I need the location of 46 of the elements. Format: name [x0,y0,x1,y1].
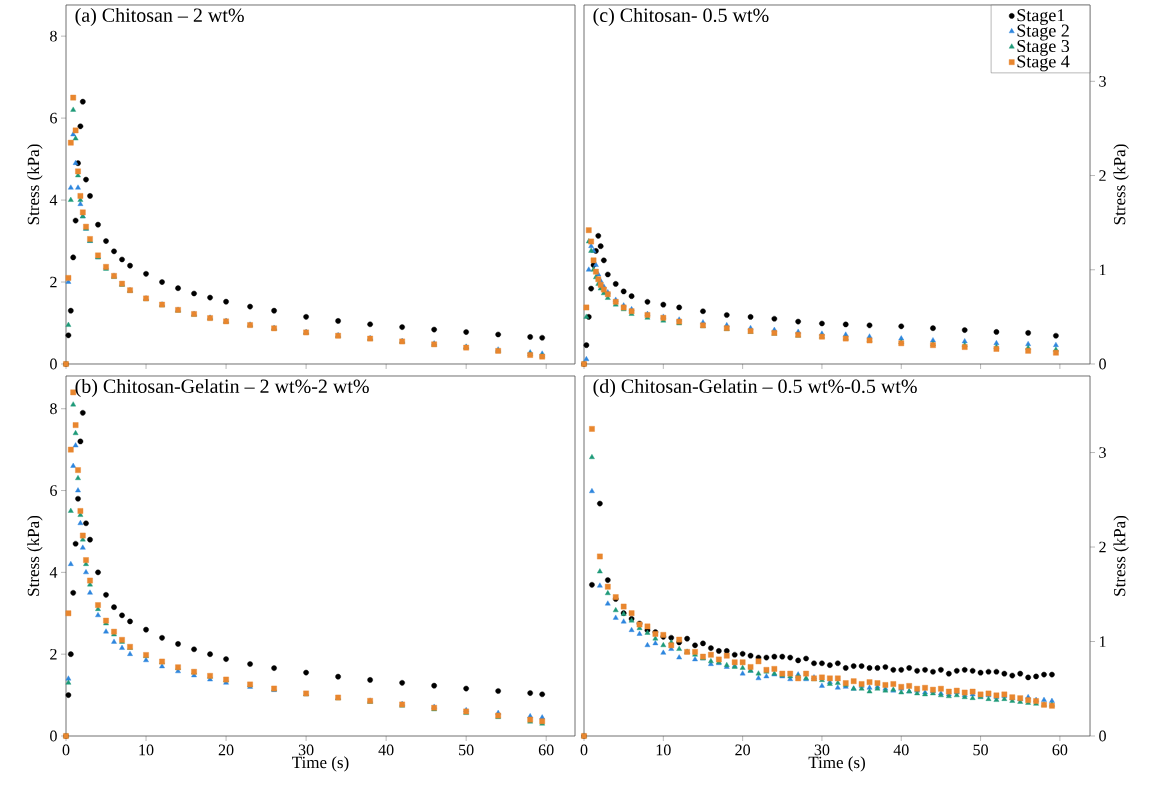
x-tick-label: 40 [378,744,394,756]
chart-title: (b) Chitosan-Gelatin – 2 wt%-2 wt% [75,378,369,398]
y-tick-label: 4 [49,567,58,578]
x-tick-label: 60 [1052,744,1068,756]
x-tick-label: 10 [656,744,671,756]
legend-label: Stage 3 [1017,40,1070,56]
y2-tick-label: 2 [1099,541,1106,553]
x-tick-label: 40 [893,744,909,756]
legend-label: Stage 2 [1017,24,1069,41]
x-tick-label: 30 [814,744,830,756]
y2-tick-label: 0 [1099,358,1106,370]
y-tick-label: 6 [50,485,57,496]
y-axis-title: Stress (kPa) [27,515,43,596]
y2-tick-label: 2 [1099,170,1106,181]
x-tick-label: 30 [298,744,314,756]
x-tick-label: 20 [218,744,234,756]
y2-tick-label: 0 [1099,730,1106,742]
y-tick-label: 8 [50,403,57,415]
y-tick-label: 0 [50,358,57,370]
x-tick-label: 0 [62,744,70,756]
y-tick-label: 2 [50,648,57,660]
y-tick-label: 2 [50,276,57,288]
chart-title: (d) Chitosan-Gelatin – 0.5 wt%-0.5 wt% [593,378,917,398]
y2-tick-label: 3 [1099,75,1106,87]
x-tick-label: 60 [538,744,554,756]
y-tick-label: 0 [50,730,57,742]
x-tick-label: 50 [459,744,474,756]
y-tick-label: 4 [49,194,58,206]
y2-axis-title: Stress (kPa) [1113,515,1129,596]
y2-tick-label: 3 [1099,447,1106,458]
x-axis-title: Time (s) [292,756,349,772]
y2-tick-label: 1 [1099,636,1106,647]
y-tick-label: 8 [50,30,57,42]
y2-tick-label: 1 [1099,264,1106,276]
x-axis-title: Time (s) [808,756,865,772]
legend-label: Stage 4 [1017,55,1070,72]
y-tick-label: 6 [50,112,57,124]
y-axis-title: Stress (kPa) [27,144,43,225]
chart-title: (c) Chitosan- 0.5 wt% [593,7,769,27]
y2-axis-title: Stress (kPa) [1113,144,1129,225]
x-tick-label: 0 [580,744,588,756]
x-tick-label: 20 [735,744,751,756]
chart-title: (a) Chitosan – 2 wt% [75,7,244,27]
legend-label: Stage1 [1017,9,1065,25]
x-tick-label: 10 [139,744,154,756]
x-tick-label: 50 [973,744,988,756]
